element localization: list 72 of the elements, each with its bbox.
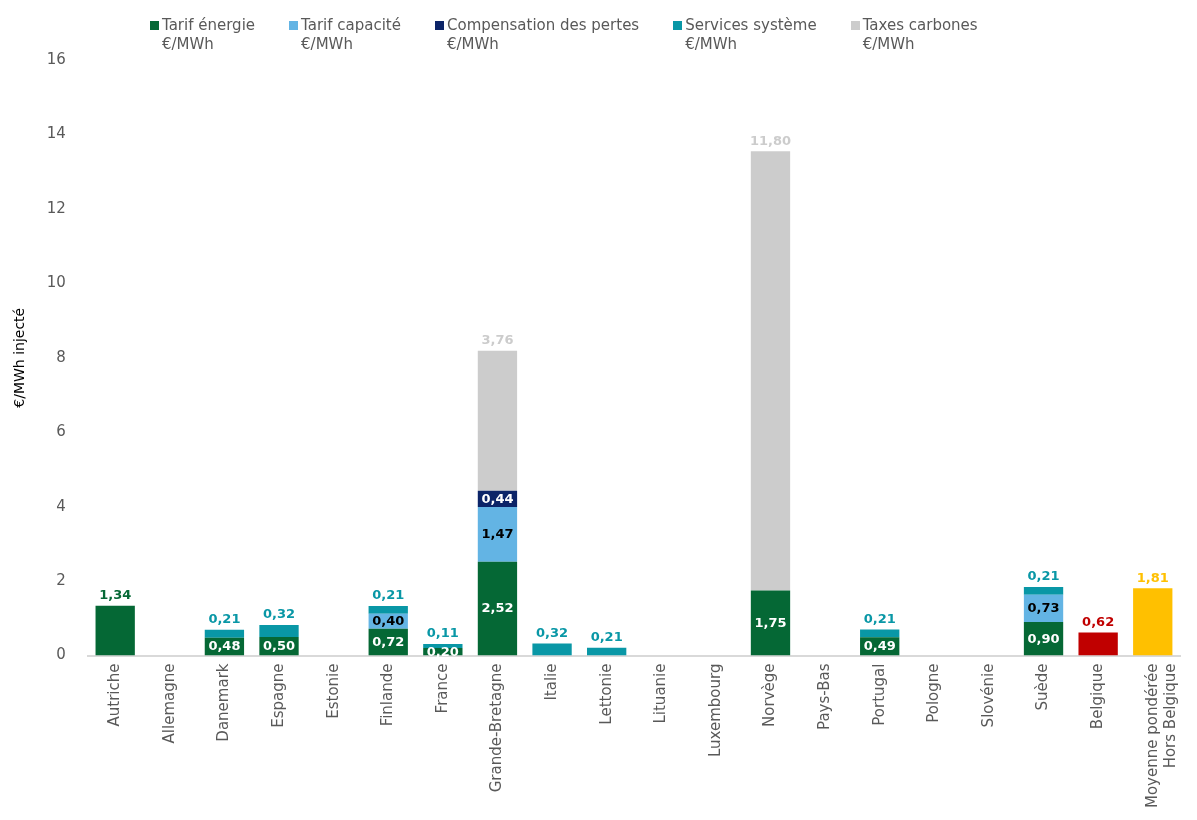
bar xyxy=(532,643,572,656)
x-tick-label: France xyxy=(432,663,451,714)
y-tick-label: 8 xyxy=(56,347,66,366)
bar xyxy=(368,606,408,614)
data-label: 2,52 xyxy=(481,600,514,616)
data-label: 0,21 xyxy=(208,611,241,627)
bar xyxy=(477,507,518,562)
legend-label: Services système €/MWh xyxy=(685,16,817,54)
x-tick-label: Finlande xyxy=(378,663,397,727)
data-label: 1,75 xyxy=(754,614,787,630)
data-label: 0,11 xyxy=(426,625,459,641)
x-tick-label: Allemagne xyxy=(159,663,178,744)
data-label: 1,81 xyxy=(1136,569,1169,585)
data-label: 0,48 xyxy=(208,638,241,654)
bar xyxy=(477,561,518,656)
x-tick-label: Portugal xyxy=(869,663,888,726)
data-label: 0,21 xyxy=(372,587,405,603)
data-label: 0,21 xyxy=(1027,568,1060,584)
x-tick-label: Lettonie xyxy=(596,663,615,725)
data-label: 0,21 xyxy=(863,610,896,626)
x-tick-label: Estonie xyxy=(323,663,342,719)
y-tick-label: 0 xyxy=(56,645,66,664)
x-tick-label: Italie xyxy=(541,663,560,701)
x-tick-label: Grande-Bretagne xyxy=(487,663,506,793)
x-tick-label: Espagne xyxy=(268,663,287,728)
y-tick-label: 4 xyxy=(56,496,66,515)
y-tick-label: 14 xyxy=(46,124,66,143)
y-tick-label: 2 xyxy=(56,570,66,589)
data-label: 0,20 xyxy=(426,643,459,659)
x-tick-label: Suède xyxy=(1033,663,1052,711)
x-tick-label: Pays-Bas xyxy=(814,663,833,730)
legend-label: Tarif capacité €/MWh xyxy=(301,16,401,54)
data-label: 0,40 xyxy=(372,613,405,629)
data-label: 0,32 xyxy=(262,606,296,622)
bar xyxy=(259,625,299,637)
y-tick-label: 12 xyxy=(46,198,66,217)
y-tick-label: 10 xyxy=(46,273,66,292)
y-tick-label: 6 xyxy=(56,422,66,441)
data-label: 0,21 xyxy=(590,629,623,645)
data-label: 0,44 xyxy=(481,490,514,506)
y-axis-title: €/MWh injecté xyxy=(11,307,28,408)
legend-label: Taxes carbones €/MWh xyxy=(862,16,978,54)
data-label: 0,50 xyxy=(262,638,296,654)
legend-label: Tarif énergie €/MWh xyxy=(162,16,256,54)
x-tick-label: Pologne xyxy=(924,663,943,723)
data-label: 0,32 xyxy=(536,624,569,640)
data-label: 0,49 xyxy=(863,638,896,654)
bar xyxy=(477,350,518,491)
data-label: 1,47 xyxy=(481,526,514,542)
data-label: 1,34 xyxy=(99,587,132,603)
bar xyxy=(860,629,900,638)
data-label: 0,73 xyxy=(1027,600,1060,616)
legend-label: Compensation des pertes €/MWh xyxy=(446,16,640,54)
x-tick-label: Moyenne pondérée Hors Belgique xyxy=(1142,663,1179,809)
bar xyxy=(1078,632,1118,656)
x-tick-label: Lituanie xyxy=(651,663,670,724)
bar xyxy=(1023,587,1064,595)
bar xyxy=(1133,588,1173,656)
x-tick-label: Danemark xyxy=(214,663,233,742)
x-tick-label: Autriche xyxy=(105,663,124,727)
bar xyxy=(750,151,791,591)
bar xyxy=(750,590,791,656)
bar xyxy=(204,629,245,638)
data-label: 0,72 xyxy=(372,633,405,649)
bar xyxy=(95,605,135,656)
x-tick-label: Belgique xyxy=(1088,663,1107,730)
x-tick-label: Slovénie xyxy=(978,663,997,728)
x-tick-label: Norvège xyxy=(760,663,779,727)
data-label: 0,62 xyxy=(1082,613,1115,629)
x-tick-label: Luxembourg xyxy=(705,663,724,758)
data-label: 0,90 xyxy=(1027,630,1060,646)
y-tick-label: 16 xyxy=(46,49,66,68)
